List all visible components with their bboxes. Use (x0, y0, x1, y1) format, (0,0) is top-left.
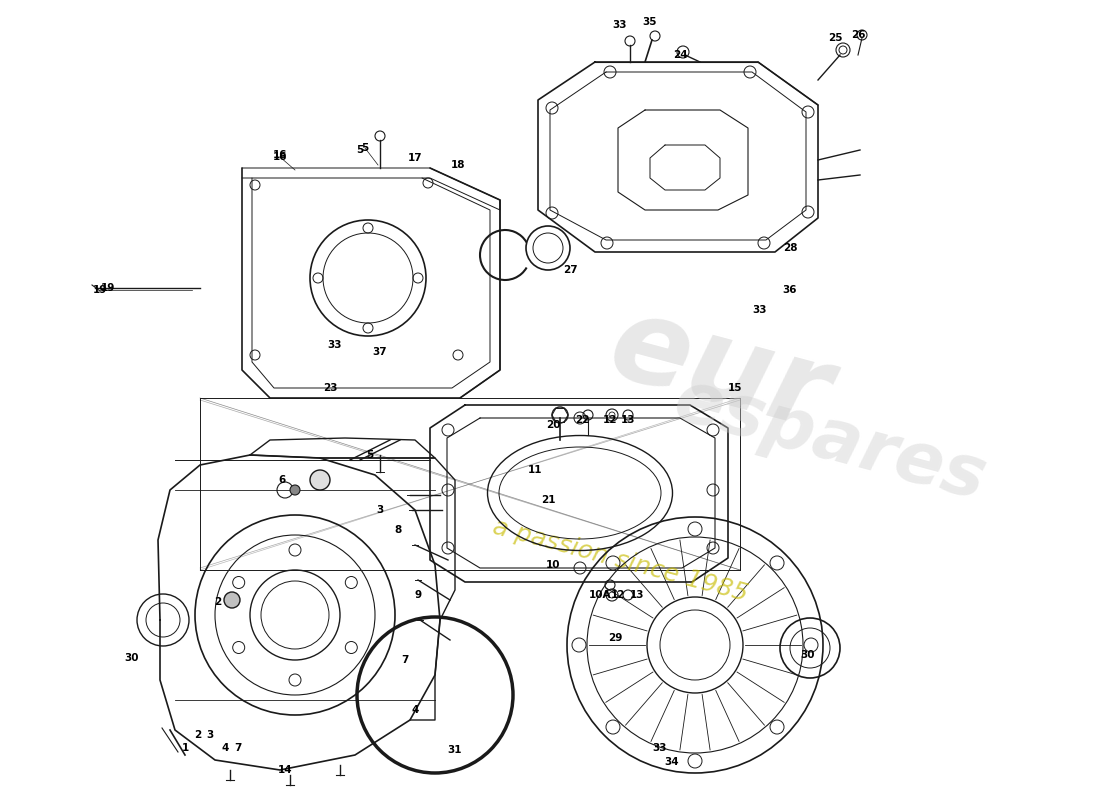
Text: 19: 19 (101, 283, 116, 293)
Text: 12: 12 (603, 415, 617, 425)
Text: 36: 36 (783, 285, 798, 295)
Text: 30: 30 (801, 650, 815, 660)
Text: 23: 23 (322, 383, 338, 393)
Text: 22: 22 (574, 415, 590, 425)
Circle shape (224, 592, 240, 608)
Text: 15: 15 (728, 383, 743, 393)
Text: 24: 24 (673, 50, 688, 60)
Text: 12: 12 (610, 590, 625, 600)
Text: 14: 14 (277, 765, 293, 775)
Circle shape (310, 470, 330, 490)
Text: 2: 2 (195, 730, 201, 740)
Text: 18: 18 (451, 160, 465, 170)
Circle shape (290, 485, 300, 495)
Text: 27: 27 (563, 265, 578, 275)
Text: 33: 33 (613, 20, 627, 30)
Text: 34: 34 (664, 757, 680, 767)
Text: 1: 1 (182, 743, 188, 753)
Text: 20: 20 (546, 420, 560, 430)
Text: 16: 16 (273, 150, 287, 160)
Text: 4: 4 (411, 705, 419, 715)
Text: 28: 28 (783, 243, 798, 253)
Text: 5: 5 (362, 143, 369, 153)
Text: 25: 25 (827, 33, 843, 43)
Text: 35: 35 (642, 17, 658, 27)
Text: 13: 13 (629, 590, 645, 600)
Text: 26: 26 (850, 30, 866, 40)
Text: 10A: 10A (588, 590, 612, 600)
Text: a passion since 1985: a passion since 1985 (490, 514, 750, 606)
Text: 33: 33 (652, 743, 668, 753)
Text: 8: 8 (395, 525, 402, 535)
Text: 31: 31 (448, 745, 462, 755)
Text: 33: 33 (328, 340, 342, 350)
Text: 2: 2 (214, 597, 221, 607)
Text: espares: espares (667, 366, 993, 514)
Text: 11: 11 (528, 465, 542, 475)
Text: 33: 33 (752, 305, 768, 315)
Text: 5: 5 (356, 145, 364, 155)
Text: 21: 21 (541, 495, 556, 505)
Text: 5: 5 (366, 450, 374, 460)
Text: 7: 7 (402, 655, 409, 665)
Text: 17: 17 (408, 153, 422, 163)
Text: 13: 13 (620, 415, 636, 425)
Text: eur: eur (597, 286, 843, 454)
Text: 10: 10 (546, 560, 560, 570)
Text: 4: 4 (221, 743, 229, 753)
Text: 3: 3 (207, 730, 213, 740)
Text: 16: 16 (273, 152, 287, 162)
Text: 30: 30 (124, 653, 140, 663)
Text: 9: 9 (415, 590, 421, 600)
Text: 3: 3 (376, 505, 384, 515)
Text: 6: 6 (278, 475, 286, 485)
Text: 7: 7 (234, 743, 242, 753)
Text: 19: 19 (92, 285, 107, 295)
Text: 37: 37 (373, 347, 387, 357)
Text: 29: 29 (608, 633, 623, 643)
